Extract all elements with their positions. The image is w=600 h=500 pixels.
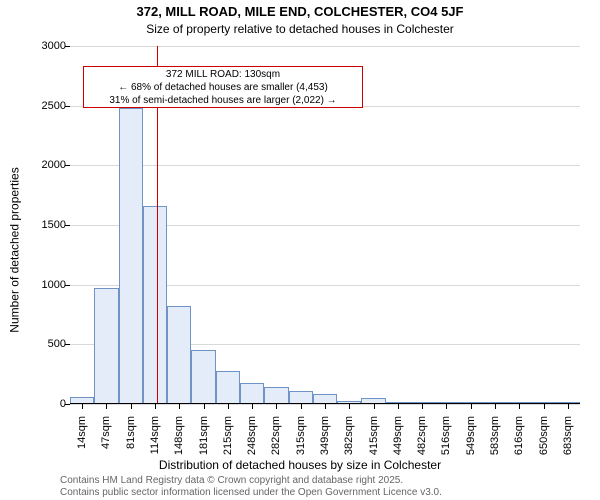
annotation-line1: 372 MILL ROAD: 130sqm	[86, 68, 360, 81]
y-tick-label: 1000	[16, 279, 66, 291]
x-tick-label: 683sqm	[562, 416, 574, 466]
histogram-bar	[264, 387, 288, 404]
x-tick	[276, 404, 277, 409]
x-tick-label: 315sqm	[295, 416, 307, 466]
x-tick	[446, 404, 447, 409]
x-tick-label: 382sqm	[343, 416, 355, 466]
x-tick	[301, 404, 302, 409]
histogram-bar	[119, 108, 143, 404]
x-tick-label: 516sqm	[440, 416, 452, 466]
footer-line1: Contains HM Land Registry data © Crown c…	[60, 475, 403, 486]
annotation-line2: ← 68% of detached houses are smaller (4,…	[86, 81, 360, 94]
x-tick-label: 549sqm	[465, 416, 477, 466]
x-tick	[519, 404, 520, 409]
x-tick	[544, 404, 545, 409]
x-tick-label: 282sqm	[270, 416, 282, 466]
x-tick-label: 583sqm	[489, 416, 501, 466]
plot-area: 372 MILL ROAD: 130sqm← 68% of detached h…	[70, 46, 580, 404]
annotation-box: 372 MILL ROAD: 130sqm← 68% of detached h…	[83, 66, 363, 108]
annotation-line3: 31% of semi-detached houses are larger (…	[86, 94, 360, 107]
histogram-bar	[167, 306, 191, 404]
x-tick-label: 449sqm	[392, 416, 404, 466]
x-tick-label: 148sqm	[173, 416, 185, 466]
chart-title-line1: 372, MILL ROAD, MILE END, COLCHESTER, CO…	[0, 4, 600, 19]
x-tick	[471, 404, 472, 409]
x-tick-label: 650sqm	[538, 416, 550, 466]
x-tick-label: 81sqm	[125, 416, 137, 466]
y-axis-label: Number of detached properties	[6, 0, 24, 500]
x-tick	[131, 404, 132, 409]
x-tick	[374, 404, 375, 409]
x-tick-label: 248sqm	[246, 416, 258, 466]
x-tick-label: 47sqm	[100, 416, 112, 466]
y-tick-label: 500	[16, 338, 66, 350]
x-tick-label: 215sqm	[222, 416, 234, 466]
y-tick-label: 3000	[16, 40, 66, 52]
x-tick	[325, 404, 326, 409]
chart-container: { "chart": { "type": "histogram", "title…	[0, 0, 600, 500]
y-tick-label: 2500	[16, 100, 66, 112]
y-tick-label: 0	[16, 398, 66, 410]
x-tick-label: 181sqm	[198, 416, 210, 466]
histogram-bar	[143, 206, 167, 404]
x-tick	[155, 404, 156, 409]
x-tick-label: 349sqm	[319, 416, 331, 466]
x-tick	[349, 404, 350, 409]
footer-line2: Contains public sector information licen…	[60, 487, 442, 498]
x-tick	[204, 404, 205, 409]
x-tick	[252, 404, 253, 409]
x-tick	[228, 404, 229, 409]
x-tick-label: 616sqm	[513, 416, 525, 466]
gridline	[70, 46, 580, 47]
x-tick	[179, 404, 180, 409]
plot-inner: 372 MILL ROAD: 130sqm← 68% of detached h…	[70, 46, 580, 404]
x-tick	[106, 404, 107, 409]
x-tick-label: 14sqm	[76, 416, 88, 466]
histogram-bar	[240, 383, 264, 404]
x-tick-label: 415sqm	[368, 416, 380, 466]
x-tick-label: 114sqm	[149, 416, 161, 466]
x-tick	[495, 404, 496, 409]
x-tick	[568, 404, 569, 409]
histogram-bar	[191, 350, 215, 404]
x-tick	[82, 404, 83, 409]
histogram-bar	[94, 288, 118, 404]
histogram-bar	[216, 371, 240, 404]
x-tick	[398, 404, 399, 409]
chart-title-line2: Size of property relative to detached ho…	[0, 22, 600, 36]
y-tick-label: 2000	[16, 159, 66, 171]
y-tick-label: 1500	[16, 219, 66, 231]
x-tick	[422, 404, 423, 409]
x-tick-label: 482sqm	[416, 416, 428, 466]
gridline	[70, 165, 580, 166]
